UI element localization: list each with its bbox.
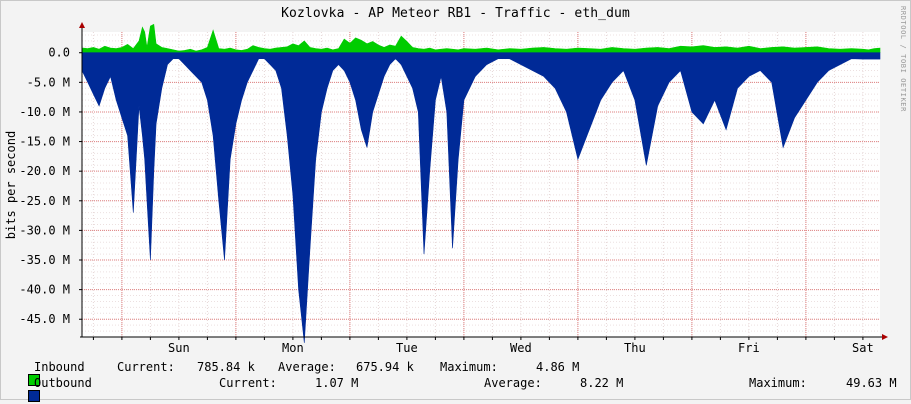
series-area-inbound — [81, 23, 881, 54]
y-tick-label: -5.0 M — [27, 75, 70, 89]
outbound-swatch — [28, 390, 41, 402]
inbound-current-value: 785.84 k — [197, 360, 255, 374]
y-tick-label: -40.0 M — [19, 283, 70, 297]
outbound-average-value: 8.22 M — [580, 376, 624, 390]
y-tick-label: -35.0 M — [19, 253, 70, 267]
outbound-maximum-value: 49.63 M — [846, 376, 897, 390]
outbound-average-label: Average: — [484, 376, 542, 390]
x-tick-label: Fri — [738, 341, 760, 355]
inbound-label: Inbound — [34, 360, 85, 374]
inbound-maximum-label: Maximum: — [440, 360, 498, 374]
inbound-swatch — [28, 374, 41, 386]
y-tick-label: -45.0 M — [19, 312, 70, 326]
chart-title: Kozlovka - AP Meteor RB1 - Traffic - eth… — [281, 6, 630, 21]
legend-inbound — [14, 360, 44, 388]
y-tick-label: -15.0 M — [19, 135, 70, 149]
x-tick-label: Tue — [396, 341, 418, 355]
outbound-current-value: 1.07 M — [315, 376, 359, 390]
y-tick-label: -10.0 M — [19, 105, 70, 119]
x-axis-arrow — [882, 334, 888, 340]
y-tick-label: -20.0 M — [19, 164, 70, 178]
inbound-maximum-value: 4.86 M — [536, 360, 580, 374]
x-tick-label: Sat — [852, 341, 874, 355]
outbound-current-label: Current: — [219, 376, 277, 390]
outbound-maximum-label: Maximum: — [749, 376, 807, 390]
y-tick-label: 0.0 — [48, 46, 70, 60]
series-area-outbound — [81, 52, 881, 343]
x-tick-label: Mon — [282, 341, 304, 355]
y-axis-arrow — [79, 22, 85, 28]
y-axis-title: bits per second — [4, 131, 18, 239]
inbound-average-value: 675.94 k — [356, 360, 414, 374]
x-tick-label: Wed — [510, 341, 532, 355]
x-tick-label: Sun — [168, 341, 190, 355]
outbound-label: Outbound — [34, 376, 92, 390]
x-tick-label: Thu — [624, 341, 646, 355]
y-tick-label: -25.0 M — [19, 194, 70, 208]
y-tick-label: -30.0 M — [19, 223, 70, 237]
rrdtool-watermark: RRDTOOL / TOBI OETIKER — [899, 6, 907, 112]
inbound-average-label: Average: — [278, 360, 336, 374]
inbound-current-label: Current: — [117, 360, 175, 374]
